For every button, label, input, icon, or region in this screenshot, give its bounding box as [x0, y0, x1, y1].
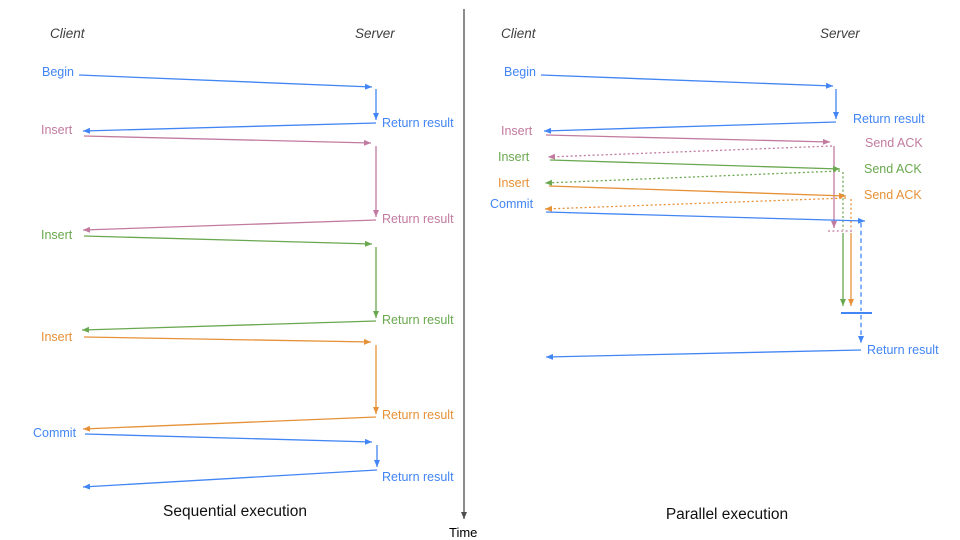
seq-begin-return-line — [83, 123, 376, 131]
seq-step-begin: Begin Return result — [42, 65, 454, 131]
time-axis-label: Time — [449, 525, 477, 540]
seq-step-commit: Commit Return result — [33, 426, 454, 487]
seq-insert1-return-label: Return result — [382, 212, 454, 226]
par-commit-return-label: Return result — [867, 343, 939, 357]
seq-begin-return-label: Return result — [382, 116, 454, 130]
seq-insert2-return-label: Return result — [382, 313, 454, 327]
par-begin-request-line — [541, 75, 833, 86]
seq-insert3-label: Insert — [41, 330, 73, 344]
par-step-insert-2: Insert Send ACK — [498, 150, 922, 306]
par-client-heading: Client — [501, 26, 537, 41]
seq-insert3-return-label: Return result — [382, 408, 454, 422]
seq-server-heading: Server — [355, 26, 395, 41]
par-commit-label: Commit — [490, 197, 534, 211]
seq-step-insert-1: Insert Return result — [41, 123, 454, 230]
time-axis: Time — [449, 9, 477, 540]
seq-step-insert-3: Insert Return result — [41, 330, 454, 429]
diagram-canvas: Client Server Begin Return result Insert… — [0, 0, 960, 540]
seq-insert3-return-line — [83, 417, 376, 429]
par-insert2-request-line — [550, 160, 840, 169]
seq-insert1-label: Insert — [41, 123, 73, 137]
par-begin-return-label: Return result — [853, 112, 925, 126]
seq-insert1-return-line — [83, 220, 376, 230]
par-begin-return-line — [544, 122, 836, 131]
par-server-heading: Server — [820, 26, 860, 41]
sequential-diagram: Client Server Begin Return result Insert… — [33, 26, 454, 520]
par-commit-request-line — [546, 212, 865, 221]
seq-step-insert-2: Insert Return result — [41, 228, 454, 330]
par-begin-label: Begin — [504, 65, 536, 79]
seq-commit-return-label: Return result — [382, 470, 454, 484]
par-insert1-request-line — [546, 135, 830, 142]
par-insert1-ack-label: Send ACK — [865, 136, 923, 150]
seq-begin-label: Begin — [42, 65, 74, 79]
seq-insert2-request-line — [84, 236, 372, 244]
par-insert3-ack-line — [545, 198, 846, 209]
seq-insert3-request-line — [84, 337, 371, 342]
par-step-insert-3: Insert Send ACK — [498, 176, 922, 306]
seq-begin-request-line — [79, 75, 372, 87]
seq-commit-request-line — [85, 434, 372, 442]
par-insert1-ack-line — [548, 146, 832, 157]
seq-commit-return-line — [83, 470, 377, 487]
seq-client-heading: Client — [50, 26, 86, 41]
parallel-diagram: Client Server Begin Return result Insert… — [490, 26, 939, 523]
seq-insert1-request-line — [84, 136, 371, 143]
par-insert2-label: Insert — [498, 150, 530, 164]
par-insert3-ack-label: Send ACK — [864, 188, 922, 202]
par-insert2-ack-line — [545, 171, 840, 183]
seq-commit-label: Commit — [33, 426, 77, 440]
par-insert3-label: Insert — [498, 176, 530, 190]
par-commit-return-line — [546, 350, 861, 357]
par-step-insert-1: Insert Send ACK — [501, 124, 923, 231]
sequential-caption: Sequential execution — [163, 503, 307, 520]
par-step-begin: Begin Return result — [504, 65, 925, 131]
par-insert3-request-line — [549, 186, 846, 196]
seq-insert2-label: Insert — [41, 228, 73, 242]
seq-insert2-return-line — [82, 321, 376, 330]
par-insert1-label: Insert — [501, 124, 533, 138]
par-insert2-ack-label: Send ACK — [864, 162, 922, 176]
parallel-caption: Parallel execution — [666, 506, 788, 523]
par-step-commit: Commit Return result — [490, 197, 939, 357]
